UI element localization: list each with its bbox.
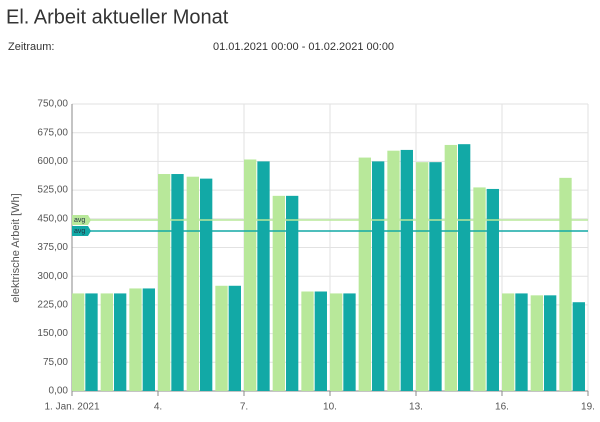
y-tick-label: 150,00: [37, 328, 68, 339]
avg-label: avg: [74, 217, 85, 224]
bar: [387, 150, 400, 391]
bar: [559, 177, 572, 391]
bar: [502, 293, 515, 391]
avg-flag: [72, 226, 91, 237]
bar: [473, 187, 486, 391]
x-tick-label: 13.: [409, 402, 423, 413]
bar: [285, 195, 299, 391]
bar: [228, 285, 241, 391]
bar: [215, 285, 228, 391]
y-tick-label: 525,00: [37, 185, 68, 196]
bar: [142, 288, 155, 391]
avg-label: avg: [74, 228, 85, 235]
x-tick-label: 4.: [154, 402, 162, 413]
bar: [371, 161, 385, 391]
period-label: Zeitraum:: [8, 41, 54, 53]
bar: [257, 161, 270, 391]
bar: [572, 302, 585, 391]
bar: [72, 293, 85, 391]
x-tick-label: 10.: [323, 402, 337, 413]
period-value: 01.01.2021 00:00 - 01.02.2021 00:00: [213, 41, 394, 53]
bar: [400, 149, 413, 391]
bar: [543, 295, 557, 391]
bar: [416, 162, 429, 391]
bar: [199, 178, 213, 391]
bar: [100, 293, 113, 391]
bar: [444, 144, 457, 391]
y-tick-label: 0,00: [49, 386, 69, 397]
bar: [113, 293, 127, 391]
y-tick-label: 300,00: [37, 271, 68, 282]
x-tick-label: 16.: [495, 402, 509, 413]
y-tick-label: 225,00: [37, 300, 68, 311]
bar: [314, 291, 327, 391]
x-tick-label: 1. Jan. 2021: [44, 402, 99, 413]
bar: [429, 162, 442, 391]
y-tick-label: 375,00: [37, 242, 68, 253]
page-title: El. Arbeit aktueller Monat: [6, 6, 229, 28]
bar: [515, 293, 528, 391]
bar: [158, 174, 171, 391]
y-tick-label: 450,00: [37, 213, 68, 224]
bar: [358, 157, 371, 391]
y-tick-label: 675,00: [37, 127, 68, 138]
y-tick-label: 75,00: [43, 357, 68, 368]
bar: [301, 291, 314, 391]
bar: [457, 144, 471, 391]
y-axis-label: elektrische Arbeit [Wh]: [10, 193, 22, 302]
x-tick-label: 19.: [581, 402, 595, 413]
avg-flag: [72, 214, 91, 225]
y-tick-label: 600,00: [37, 156, 68, 167]
bar: [343, 293, 356, 391]
x-tick-label: 7.: [240, 402, 248, 413]
bar: [171, 174, 184, 391]
bar: [330, 293, 343, 391]
bar: [129, 288, 142, 391]
bar: [486, 188, 499, 391]
bar: [186, 176, 199, 391]
bar: [85, 293, 98, 391]
y-tick-label: 750,00: [37, 99, 68, 110]
bar: [530, 295, 543, 391]
bar: [244, 159, 257, 391]
bar: [272, 195, 285, 391]
